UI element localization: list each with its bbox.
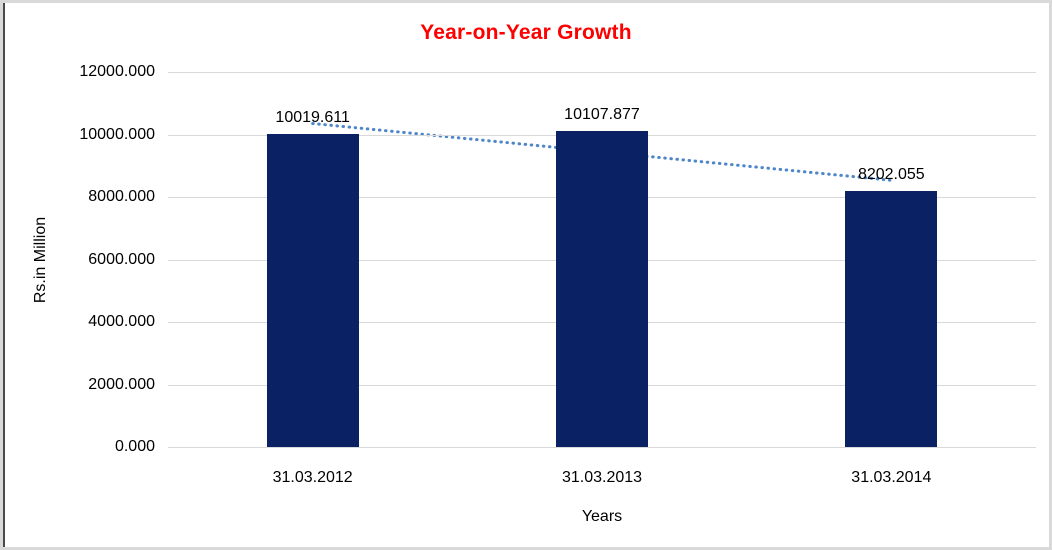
bar-31.03.2013	[556, 131, 648, 447]
gridline	[168, 72, 1036, 73]
data-label: 10107.877	[564, 106, 640, 124]
y-axis-tick-labels: 12000.000 10000.000 8000.000 6000.000 4000.0…	[3, 63, 155, 455]
y-tick-label: 4000.000	[88, 313, 155, 330]
y-tick-label: 10000.000	[79, 125, 155, 143]
y-tick-label: 8000.000	[88, 188, 155, 205]
x-tick-label: 31.03.2014	[851, 469, 932, 486]
trendline	[311, 122, 893, 182]
y-tick-label: 12000.000	[79, 63, 155, 80]
x-tick-label: 31.03.2013	[561, 469, 643, 486]
y-tick-label: 2000.000	[88, 375, 155, 393]
bar-31.03.2012	[266, 133, 359, 447]
data-label: 8202.055	[857, 165, 925, 183]
x-axis-title: Years	[581, 508, 623, 525]
frame-left-edge	[3, 3, 5, 547]
chart-title: Year-on-Year Growth	[420, 21, 632, 44]
bar-31.03.2014	[845, 190, 938, 447]
x-tick-label: 31.03.2012	[272, 469, 353, 486]
gridline	[168, 447, 1036, 448]
plot-area: 10019.611 10107.877 8202.055	[168, 72, 1036, 448]
y-tick-label: 6000.000	[88, 250, 155, 268]
y-tick-label: 0.000	[114, 438, 155, 455]
x-axis-tick-labels: 31.03.2012 31.03.2013 31.03.2014	[168, 469, 1036, 491]
data-label: 10019.611	[275, 108, 350, 126]
